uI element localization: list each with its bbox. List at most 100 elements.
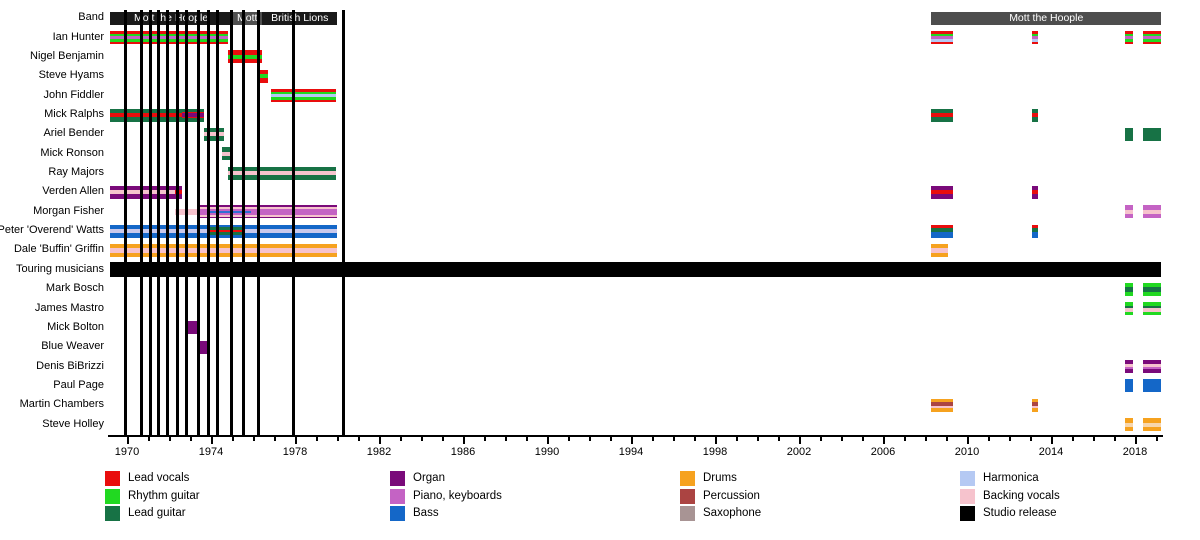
axis-tick-label: 1982 [366,446,392,458]
bar-stripe-backing_vocals [1032,405,1039,409]
timeline-bar [1143,379,1162,393]
bar-stripe-rhythm_guitar [1143,38,1162,42]
bar-stripe-lead_guitar [110,117,182,122]
bar-stripe-bass [1032,232,1039,238]
studio-release-line [175,10,179,435]
axis-tick [778,437,780,441]
row-label: Mick Ronson [40,146,104,159]
bar-stripe-organ [1124,369,1133,374]
bar-stripe-organ [198,205,337,207]
timeline-bar [227,50,263,64]
bar-stripe-bass [931,232,954,238]
bar-stripe-drums [1143,418,1162,423]
timeline-bar [199,340,209,354]
legend-swatch-saxophone [680,505,695,521]
axis-tick-label: 1974 [198,446,224,458]
axis-tick [442,437,444,441]
row-label: James Mastro [34,301,104,314]
bar-stripe-lead_vocals [110,112,182,118]
bar-stripe-backing_vocals [1143,363,1162,367]
axis-tick [505,437,507,441]
bar-stripe-lead_guitar [1124,127,1133,141]
bar-stripe-rhythm_guitar [1143,311,1162,316]
bar-stripe-organ [187,321,198,335]
bar-stripe-lead_guitar [227,175,336,180]
bar-stripe-drums [931,243,949,249]
bar-stripe-rhythm_guitar [1124,282,1133,287]
legend-label: Saxophone [703,506,762,519]
axis-tick [316,437,318,441]
studio-release-line [291,10,295,435]
bar-stripe-lead_vocals [931,224,954,229]
axis-tick [169,437,171,441]
studio-release-line [256,10,260,435]
timeline-bar [1143,127,1162,141]
timeline-bar [1124,31,1133,45]
bar-stripe-backing_vocals [203,132,224,137]
bar-stripe-backing_vocals [110,248,337,253]
bar-stripe-lead_guitar [1124,305,1133,309]
bar-stripe-organ [198,216,337,219]
timeline-bar [1124,302,1133,316]
bar-stripe-lead_vocals [110,31,228,34]
bar-stripe-bass [1143,379,1162,393]
axis-tick [211,437,213,444]
row-label: Band [78,11,104,24]
bar-stripe-backing_vocals [1124,308,1133,312]
bar-stripe-drums [1143,426,1162,432]
studio-release-line [341,10,345,435]
bar-stripe-rhythm_guitar [1124,302,1133,306]
bar-stripe-backing_vocals [1143,308,1162,312]
bar-stripe-rhythm_guitar [1124,38,1133,42]
row-label: Denis BiBrizzi [36,359,104,372]
axis-tick [400,437,402,441]
bar-stripe-lead_guitar [221,155,230,161]
timeline-bar [1124,127,1133,141]
timeline-bar [1124,360,1133,374]
studio-release-line [215,10,219,435]
bar-stripe-rhythm_guitar [110,33,228,37]
bar-stripe-organ [931,194,954,199]
bar-stripe-rhythm_guitar [1124,311,1133,316]
bar-stripe-rhythm_guitar [270,91,336,95]
bar-stripe-drums [110,243,337,249]
legend-label: Lead guitar [128,506,186,519]
axis-tick [148,437,150,441]
bar-stripe-piano_keyboards [1124,205,1133,210]
axis-tick [757,437,759,441]
axis-tick [610,437,612,441]
legend-label: Studio release [983,506,1057,519]
axis-tick [925,437,927,441]
axis-tick [946,437,948,441]
axis-tick [127,437,129,444]
bar-stripe-lead_vocals [270,89,336,92]
studio-release-line [123,10,127,435]
row-label: Ray Majors [48,166,104,179]
bar-stripe-piano_keyboards [1124,366,1133,370]
bar-stripe-backing_vocals [931,405,954,409]
bar-stripe-lead_guitar [206,232,245,236]
axis-tick [379,437,381,444]
bar-stripe-piano_keyboards [110,36,228,39]
bar-stripe-lead_vocals [1032,224,1039,229]
studio-release-line [156,10,160,435]
bar-stripe-bass [110,233,337,238]
x-axis-line [108,435,1163,437]
legend-swatch-drums [680,471,695,486]
axis-tick-label: 1990 [534,446,560,458]
bar-stripe-drums [931,252,949,257]
bar-stripe-piano_keyboards [1124,213,1133,219]
bar-stripe-organ [1143,369,1162,374]
bar-stripe-drums [1032,398,1039,403]
bar-stripe-lead_vocals [1032,190,1039,195]
row-label: Morgan Fisher [33,204,104,217]
legend-label: Rhythm guitar [128,489,200,502]
band-segment-label: Mott the Hoople [134,12,209,25]
bar-stripe-rhythm_guitar [1143,33,1162,37]
bar-stripe-lead_guitar [931,108,954,113]
axis-tick [694,437,696,441]
studio-release-line [241,10,245,435]
legend-swatch-bass [390,505,405,521]
bar-stripe-piano_keyboards [198,208,337,215]
